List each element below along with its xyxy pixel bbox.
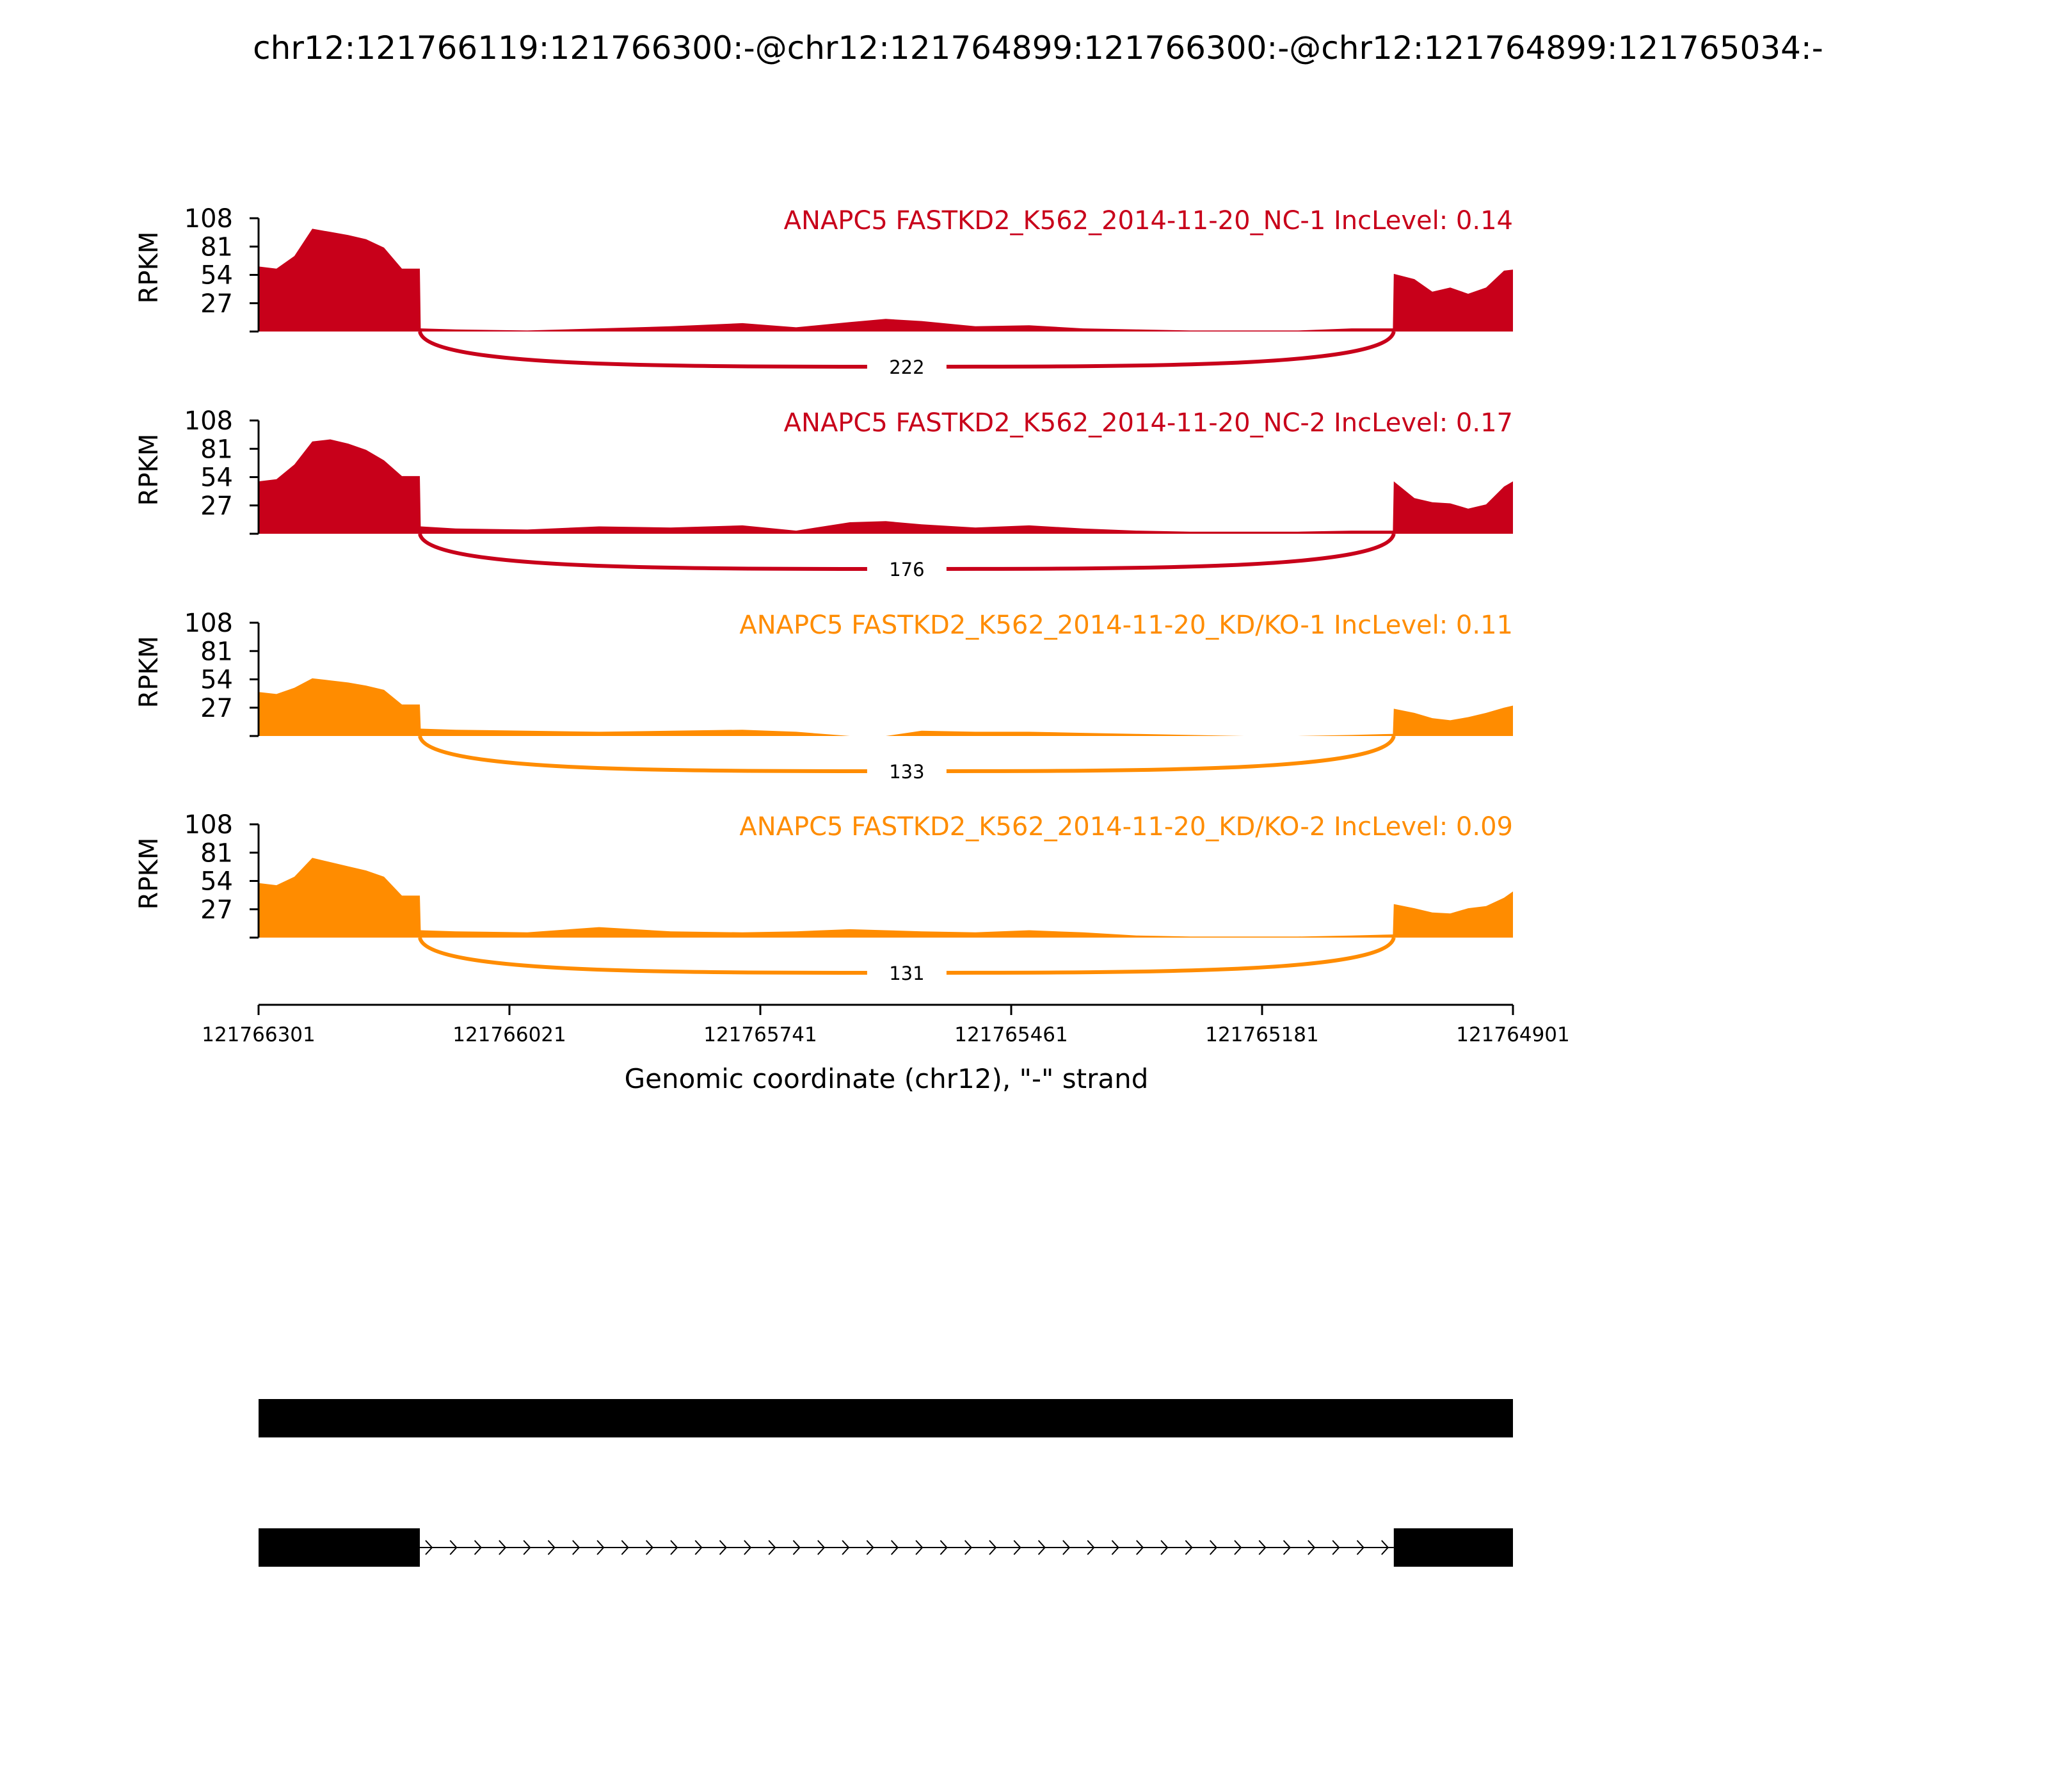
strand-chevron [1087, 1540, 1095, 1555]
strand-chevron [842, 1540, 850, 1555]
y-tick-label: 54 [200, 867, 233, 897]
junction-count-background [867, 554, 947, 584]
figure-title: chr12:121766119:121766300:-@chr12:121764… [253, 29, 1823, 67]
strand-chevron [596, 1540, 605, 1555]
sample-label: ANAPC5 FASTKD2_K562_2014-11-20_NC-2 IncL… [784, 408, 1513, 438]
strand-chevron [499, 1540, 507, 1555]
coverage-area [259, 858, 1513, 938]
y-tick-label: 108 [184, 609, 233, 638]
y-tick-label: 108 [184, 204, 233, 234]
coverage-area [259, 678, 1513, 736]
y-axis-label: RPKM [134, 434, 164, 506]
strand-chevron [1185, 1540, 1193, 1555]
strand-chevron [572, 1540, 580, 1555]
y-tick-label: 27 [200, 694, 233, 723]
y-tick-label: 27 [200, 289, 233, 319]
strand-chevron [474, 1540, 482, 1555]
x-tick-label: 121765741 [703, 1023, 817, 1046]
transcript-models [259, 1399, 1513, 1567]
strand-chevron [523, 1540, 531, 1555]
strand-chevron [1258, 1540, 1267, 1555]
y-tick-label: 54 [200, 261, 233, 291]
coverage-area [259, 439, 1513, 534]
strand-chevron [1381, 1540, 1389, 1555]
strand-chevron [1111, 1540, 1119, 1555]
y-tick-label: 54 [200, 666, 233, 695]
y-tick-label: 81 [200, 838, 233, 868]
strand-chevron [1283, 1540, 1291, 1555]
strand-chevron [1062, 1540, 1071, 1555]
strand-chevron [964, 1540, 973, 1555]
strand-chevron [1037, 1540, 1046, 1555]
strand-chevron [670, 1540, 678, 1555]
junction-count: 131 [889, 963, 924, 984]
strand-chevron [1136, 1540, 1144, 1555]
junction-count: 176 [889, 559, 924, 580]
strand-chevron [1308, 1540, 1316, 1555]
strand-chevron [1013, 1540, 1021, 1555]
y-axis-label: RPKM [134, 838, 164, 910]
strand-chevron [817, 1540, 826, 1555]
y-tick-label: 81 [200, 637, 233, 666]
strand-chevron [989, 1540, 997, 1555]
strand-chevron [866, 1540, 874, 1555]
y-tick-label: 81 [200, 232, 233, 262]
strand-chevron [768, 1540, 776, 1555]
strand-chevron [547, 1540, 556, 1555]
sample-label: ANAPC5 FASTKD2_K562_2014-11-20_KD/KO-1 I… [739, 611, 1513, 640]
y-tick-label: 108 [184, 406, 233, 436]
strand-chevron [744, 1540, 752, 1555]
x-axis: 121766301 121766021 121765741 121765461 1217… [202, 1004, 1570, 1046]
y-tick-label: 27 [200, 492, 233, 521]
sample-label: ANAPC5 FASTKD2_K562_2014-11-20_NC-1 IncL… [784, 206, 1513, 236]
coverage-area [259, 228, 1513, 332]
retained-intron-isoform [259, 1399, 1513, 1437]
strand-chevron [694, 1540, 703, 1555]
junction-count-background [867, 756, 947, 787]
x-tick-label: 121764901 [1456, 1023, 1570, 1046]
y-axis-label: RPKM [134, 636, 164, 708]
x-tick-label: 121765461 [954, 1023, 1068, 1046]
x-tick-label: 121765181 [1205, 1023, 1319, 1046]
y-tick-label: 108 [184, 810, 233, 840]
strand-chevron [890, 1540, 899, 1555]
strand-chevron [645, 1540, 654, 1555]
y-tick-label: 81 [200, 435, 233, 464]
strand-chevron [425, 1540, 433, 1555]
strand-chevron [1209, 1540, 1218, 1555]
junction-count: 222 [889, 356, 924, 378]
strand-chevron [1160, 1540, 1169, 1555]
strand-chevron [1332, 1540, 1340, 1555]
x-axis-label: Genomic coordinate (chr12), "-" strand [625, 1063, 1149, 1094]
strand-chevron [792, 1540, 801, 1555]
x-tick-label: 121766021 [452, 1023, 566, 1046]
y-tick-label: 54 [200, 463, 233, 493]
strand-chevron [1234, 1540, 1242, 1555]
x-tick-label: 121766301 [202, 1023, 316, 1046]
y-axis-label: RPKM [134, 232, 164, 304]
strand-chevron [719, 1540, 727, 1555]
strand-chevron [449, 1540, 458, 1555]
sample-label: ANAPC5 FASTKD2_K562_2014-11-20_KD/KO-2 I… [739, 812, 1513, 842]
strand-chevron [940, 1540, 948, 1555]
junction-count: 133 [889, 761, 924, 783]
exon [1393, 1528, 1513, 1567]
exon [259, 1528, 420, 1567]
strand-chevron [621, 1540, 629, 1555]
junction-count-background [867, 957, 947, 988]
y-tick-label: 27 [200, 895, 233, 925]
strand-chevron [1356, 1540, 1364, 1555]
junction-count-background [867, 351, 947, 382]
strand-chevron [915, 1540, 924, 1555]
